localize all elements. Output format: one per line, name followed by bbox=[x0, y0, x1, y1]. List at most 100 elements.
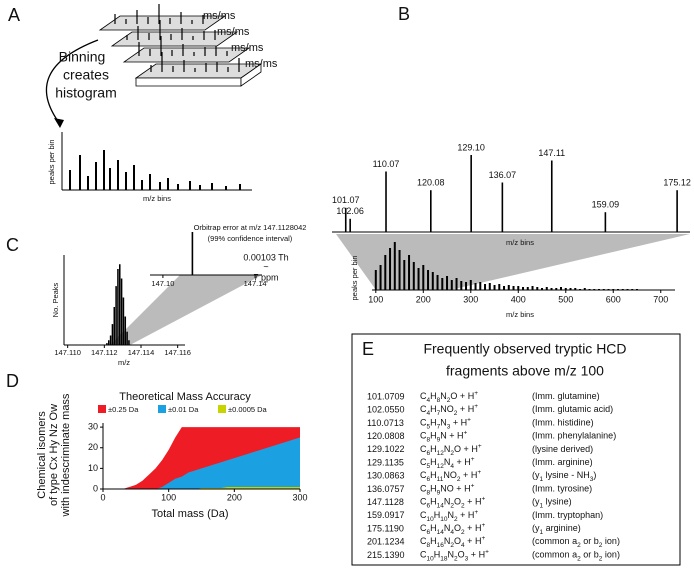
description: (common a2 or b2 ion) bbox=[532, 550, 620, 562]
mass: 201.1234 bbox=[367, 537, 405, 547]
description: (lysine derived) bbox=[532, 444, 593, 454]
bar bbox=[128, 340, 130, 345]
panel-label: B bbox=[398, 4, 410, 24]
mass: 136.0757 bbox=[367, 484, 405, 494]
annotation: 7 ppm bbox=[253, 272, 278, 282]
description: (y1 arginine) bbox=[532, 523, 581, 535]
mass: 101.0709 bbox=[367, 391, 405, 401]
legend-swatch bbox=[218, 405, 226, 413]
bar bbox=[455, 278, 458, 290]
bar bbox=[503, 286, 506, 290]
x-tick-label: 300 bbox=[292, 492, 307, 502]
y-axis-label: No. Peaks bbox=[51, 282, 60, 317]
formula: C8H16N2O4 + H+ bbox=[420, 535, 485, 549]
mass: 175.1190 bbox=[367, 523, 404, 533]
x-tick-label: 100 bbox=[161, 492, 176, 502]
x-tick-label: 147.10 bbox=[151, 279, 174, 288]
mass: 129.1135 bbox=[367, 457, 404, 467]
ms-label: ms/ms bbox=[203, 10, 236, 22]
description: (Imm. phenylalanine) bbox=[532, 431, 616, 441]
mass: 120.0808 bbox=[367, 431, 405, 441]
bar bbox=[579, 289, 582, 290]
bar bbox=[465, 282, 468, 290]
panel-label: A bbox=[8, 5, 20, 25]
x-axis-label: m/z bins bbox=[143, 194, 171, 203]
bar bbox=[541, 288, 544, 290]
bar bbox=[488, 283, 491, 290]
x-tick-label: 0 bbox=[100, 492, 105, 502]
bar bbox=[389, 248, 392, 290]
description: (y1 lysine - NH3) bbox=[532, 471, 596, 483]
ms-label: ms/ms bbox=[231, 42, 264, 54]
bar bbox=[408, 255, 411, 290]
formula: C4H8N2O + H+ bbox=[420, 390, 478, 404]
bar bbox=[460, 281, 463, 290]
y-axis-label: with indescriminate mass bbox=[60, 393, 72, 517]
bar bbox=[536, 287, 539, 290]
bar bbox=[522, 287, 525, 290]
x-tick-label: 147.114 bbox=[128, 348, 155, 357]
bar bbox=[384, 255, 387, 290]
bar bbox=[403, 260, 406, 290]
bar bbox=[124, 316, 127, 345]
bar bbox=[120, 278, 123, 345]
formula: C10H18N2O3 + H+ bbox=[420, 548, 489, 562]
bar bbox=[446, 276, 449, 290]
y-axis-label: peaks per bin bbox=[350, 255, 359, 300]
peak-label: 102.06 bbox=[336, 206, 364, 216]
arrow-head bbox=[54, 118, 64, 128]
bar bbox=[512, 286, 515, 290]
area bbox=[103, 437, 300, 489]
bar bbox=[450, 280, 453, 290]
caption: Binning bbox=[59, 49, 106, 65]
bar bbox=[113, 307, 116, 345]
bar bbox=[564, 288, 567, 290]
mass: 110.0713 bbox=[367, 418, 404, 428]
y-tick-label: 30 bbox=[88, 422, 98, 432]
bar bbox=[117, 269, 119, 345]
bar bbox=[111, 324, 114, 345]
formula: C5H12N4 + H+ bbox=[420, 456, 475, 470]
bar bbox=[531, 286, 534, 290]
peak-label: 101.07 bbox=[332, 195, 360, 205]
bar bbox=[593, 289, 596, 290]
bar bbox=[469, 280, 472, 290]
bar bbox=[422, 265, 425, 290]
formula: C6H11NO2 + H+ bbox=[420, 469, 481, 483]
bar bbox=[126, 331, 128, 345]
bar bbox=[583, 288, 586, 290]
mass: 129.1022 bbox=[367, 444, 405, 454]
bar bbox=[560, 287, 563, 290]
description: (Imm. tryptophan) bbox=[532, 510, 603, 520]
bar bbox=[374, 270, 377, 290]
annotation: 0.00103 Th bbox=[243, 252, 288, 262]
bar bbox=[398, 250, 401, 290]
plate-side bbox=[135, 77, 242, 87]
bar bbox=[379, 265, 382, 290]
spectrum-plate bbox=[98, 15, 227, 31]
x-tick-label: 147.14 bbox=[244, 279, 267, 288]
bar bbox=[427, 270, 430, 290]
formula: C6H12N2O + H+ bbox=[420, 443, 482, 457]
bar bbox=[431, 272, 434, 290]
peak-label: 129.10 bbox=[457, 142, 485, 152]
bar bbox=[109, 335, 112, 345]
x-tick-label: 300 bbox=[463, 294, 478, 304]
x-axis-label: Total mass (Da) bbox=[151, 508, 228, 520]
projection bbox=[110, 275, 262, 345]
x-tick-label: 147.116 bbox=[164, 348, 191, 357]
mass: 147.1128 bbox=[367, 497, 404, 507]
formula: C5H7N3 + H+ bbox=[420, 416, 471, 430]
annotation: (99% confidence interval) bbox=[208, 234, 293, 243]
table-title: fragments above m/z 100 bbox=[446, 363, 604, 379]
bar bbox=[115, 286, 117, 345]
bar bbox=[555, 288, 558, 290]
legend-label: ±0.0005 Da bbox=[228, 405, 268, 414]
bar bbox=[498, 284, 501, 290]
peak-label: 159.09 bbox=[592, 200, 620, 210]
description: (Imm. glutamine) bbox=[532, 391, 600, 401]
mass: 102.0550 bbox=[367, 405, 405, 415]
bar bbox=[122, 297, 125, 345]
y-axis-label: of type Cx Hy Nz Ow bbox=[48, 404, 60, 506]
